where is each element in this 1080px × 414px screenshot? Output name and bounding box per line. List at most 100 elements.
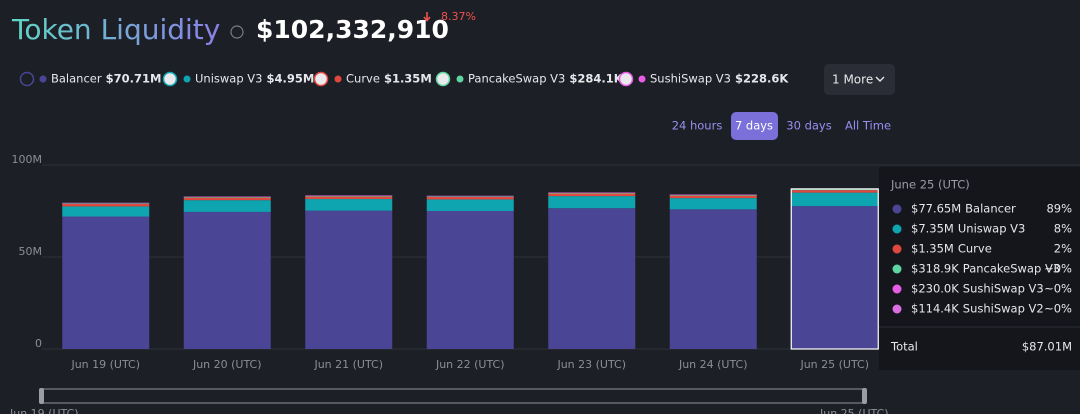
y-tick-label: 100M	[12, 153, 43, 166]
tooltip-value: $114.4K	[911, 302, 959, 316]
bar-segment	[62, 203, 150, 207]
tooltip-share: 2%	[1054, 242, 1072, 256]
legend-value: $284.1K	[569, 72, 623, 86]
bar-segment	[548, 193, 636, 197]
tooltip-swatch	[892, 264, 902, 274]
legend-value: $70.71M	[106, 72, 162, 86]
range-label: Jun 25 (UTC)	[819, 407, 889, 414]
legend-name: Curve	[346, 72, 380, 86]
bar-segment	[305, 195, 393, 197]
tooltip-swatch	[892, 224, 902, 234]
bar-segment	[791, 192, 879, 207]
bar-segment	[426, 196, 514, 197]
tooltip-share: 89%	[1046, 202, 1072, 216]
bar-segment	[426, 196, 514, 200]
range-label: Jun 19 (UTC)	[9, 407, 79, 414]
bar-segment	[548, 196, 636, 209]
tooltip-value: $1.35M	[911, 242, 954, 256]
bar-segment	[669, 194, 757, 196]
tooltip-value: $7.35M	[911, 222, 954, 236]
active-range-bg	[731, 112, 778, 140]
bar-segment	[669, 195, 757, 199]
title: Token Liquidity	[11, 13, 220, 46]
bar-segment	[305, 196, 393, 200]
tooltip-share: ~0%	[1044, 262, 1072, 276]
tooltip-share: ~0%	[1044, 282, 1072, 296]
range-button[interactable]: 30 days	[786, 119, 831, 133]
tooltip-value: $77.65M	[911, 202, 961, 216]
tooltip-swatch	[892, 244, 902, 254]
bar-segment	[305, 210, 393, 349]
bar-segment	[791, 189, 879, 191]
total-value: $102,332,910	[256, 15, 449, 44]
legend-logo	[618, 71, 634, 87]
x-tick-label: Jun 22 (UTC)	[435, 358, 505, 371]
tooltip-share: ~0%	[1044, 302, 1072, 316]
bar-segment	[669, 198, 757, 210]
legend-swatch	[456, 75, 464, 83]
bar-segment	[183, 197, 271, 201]
tooltip-name: PancakeSwap V3	[963, 262, 1060, 276]
bar-segment	[669, 209, 757, 349]
bar-segment	[183, 200, 271, 212]
range-button[interactable]: 7 days	[735, 119, 773, 133]
tooltip-value: $230.0K	[911, 282, 959, 296]
chevron	[875, 76, 885, 82]
legend-swatch	[183, 75, 191, 83]
tooltip-name: Balancer	[965, 202, 1016, 216]
legend-name: PancakeSwap V3	[468, 72, 565, 86]
bar-segment	[183, 211, 271, 349]
legend-logo	[19, 71, 35, 87]
tooltip-total-label: Total	[890, 340, 918, 354]
x-tick-label: Jun 24 (UTC)	[678, 358, 748, 371]
x-tick-label: Jun 19 (UTC)	[70, 358, 140, 371]
range-button[interactable]: 24 hours	[672, 119, 723, 133]
tooltip-name: SushiSwap V3	[963, 282, 1044, 296]
range-button[interactable]: All Time	[845, 119, 891, 133]
bar-segment	[791, 206, 879, 349]
tooltip-name: SushiSwap V2	[963, 302, 1044, 316]
bar-segment	[426, 199, 514, 211]
down-arrow	[423, 12, 431, 22]
bar-segment	[791, 190, 879, 193]
legend-value: $1.35M	[384, 72, 432, 86]
legend-logo	[435, 71, 451, 87]
tooltip-value: $318.9K	[911, 262, 959, 276]
scroll-handle[interactable]	[862, 388, 867, 404]
bar-segment	[548, 208, 636, 349]
legend-swatch	[334, 75, 342, 83]
legend-name: SushiSwap V3	[650, 72, 731, 86]
tooltip-swatch	[892, 204, 902, 214]
bar-highlight	[790, 188, 879, 350]
bar-segment	[548, 192, 636, 194]
tooltip-total: $87.01M	[1022, 340, 1072, 354]
x-tick-label: Jun 20 (UTC)	[192, 358, 262, 371]
tooltip-swatch	[892, 284, 902, 294]
scrollbar[interactable]	[39, 388, 867, 404]
tooltip-share: 8%	[1054, 222, 1072, 236]
bar-segment	[305, 199, 393, 211]
legend-value: $228.6K	[735, 72, 789, 86]
legend-logo	[162, 71, 178, 87]
legend-name: Balancer	[51, 72, 102, 86]
info-icon[interactable]	[230, 25, 244, 39]
x-tick-label: Jun 25 (UTC)	[799, 358, 869, 371]
bar-segment	[183, 197, 271, 198]
bar-segment	[426, 211, 514, 349]
x-tick-label: Jun 23 (UTC)	[556, 358, 626, 371]
tooltip-swatch	[892, 304, 902, 314]
legend-swatch	[39, 75, 47, 83]
legend-swatch	[638, 75, 646, 83]
change: 8.37%	[441, 10, 476, 23]
more-label: 1 More	[832, 73, 873, 87]
more-button[interactable]	[824, 64, 895, 95]
tooltip-name: Uniswap V3	[958, 222, 1025, 236]
y-tick-label: 0	[35, 337, 42, 350]
legend-value: $4.95M	[266, 72, 314, 86]
scroll-handle[interactable]	[39, 388, 44, 404]
tooltip-bg	[879, 167, 1080, 370]
tooltip-name: Curve	[958, 242, 992, 256]
tooltip-title: June 25 (UTC)	[890, 178, 970, 192]
